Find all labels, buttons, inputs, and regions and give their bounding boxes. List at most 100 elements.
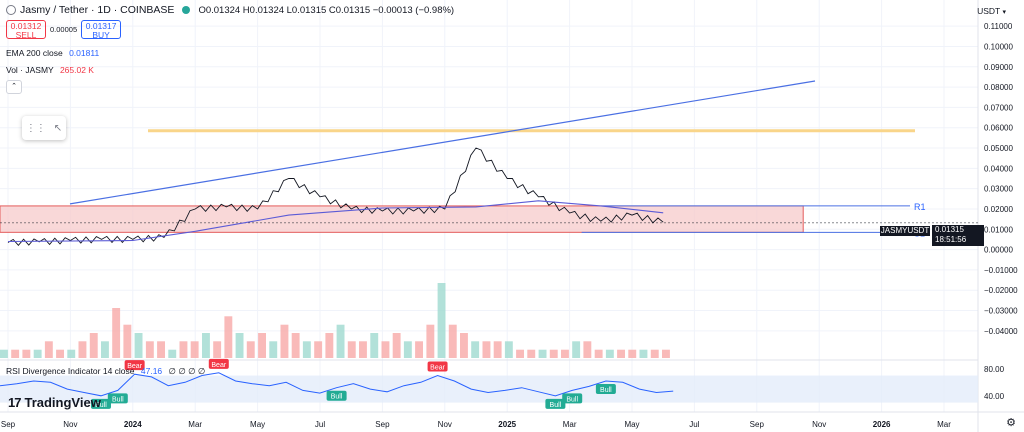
bull-divergence-label: Bull (566, 396, 578, 403)
volume-bar (44, 341, 53, 358)
x-tick-label: May (250, 420, 265, 429)
market-open-indicator-icon (182, 6, 191, 14)
y-tick-label: −0.04000 (984, 327, 1018, 336)
volume-bar (56, 349, 64, 358)
volume-bar (594, 349, 603, 358)
cursor-icon[interactable]: ↖ (53, 122, 63, 134)
bull-divergence-label: Bull (600, 387, 612, 394)
level-label-r1: R1 (914, 202, 926, 212)
x-tick-label: Mar (563, 420, 577, 429)
rsi-band (0, 375, 978, 403)
volume-bar (460, 333, 468, 358)
bull-divergence-tag (326, 390, 347, 401)
volume-bar (426, 324, 435, 358)
volume-bar (213, 341, 222, 358)
jasmy-logo-icon (6, 5, 16, 15)
bull-divergence-tag (545, 398, 566, 409)
y-tick-label: 0.01000 (984, 225, 1013, 234)
x-tick-label: Jul (315, 420, 325, 429)
x-tick-label: Mar (937, 420, 951, 429)
volume-bar (482, 341, 491, 358)
volume-bar (67, 349, 76, 358)
bear-divergence-tag (124, 360, 145, 371)
volume-bar (224, 316, 233, 358)
volume-bar (617, 349, 625, 358)
ema-legend[interactable]: EMA 200 close 0.01811 (6, 48, 99, 58)
volume-bar (314, 341, 323, 358)
volume-legend[interactable]: Vol · JASMY 265.02 K (6, 65, 94, 75)
volume-bar (448, 324, 457, 358)
y-tick-label: −0.03000 (984, 307, 1018, 316)
volume-bar (269, 341, 278, 358)
x-tick-label: Jul (689, 420, 699, 429)
volume-bar (291, 333, 300, 358)
volume-bar (325, 333, 334, 358)
bull-divergence-label: Bull (95, 402, 107, 409)
sell-price: 0.01312 (10, 21, 42, 31)
symbol-title[interactable]: Jasmy / Tether · 1D · COINBASE (20, 4, 175, 16)
chevron-down-icon: ▾ (1002, 9, 1006, 16)
y-tick-label: 0.09000 (984, 63, 1013, 72)
volume-bar (123, 324, 132, 358)
volume-bar (258, 333, 266, 358)
bull-divergence-label: Bull (550, 402, 562, 409)
volume-bar (561, 349, 569, 358)
volume-bar (370, 333, 379, 358)
volume-bar (89, 333, 98, 358)
volume-bar (392, 333, 401, 358)
y-tick-label: 0.03000 (984, 185, 1013, 194)
volume-bar (246, 341, 255, 358)
volume-bar (572, 341, 581, 358)
bull-divergence-label: Bull (112, 396, 124, 403)
volume-bar (538, 349, 547, 358)
volume-bar (493, 341, 502, 358)
volume-bar (639, 349, 648, 358)
gear-icon[interactable]: ⚙ (1006, 417, 1016, 429)
x-tick-label: 2025 (498, 420, 516, 429)
volume-bar (347, 341, 356, 358)
rsi-legend[interactable]: RSI Divergence Indicator 14 close 47.16 … (6, 366, 205, 377)
last-price-value: 0.01315 (935, 225, 964, 234)
ohlc-readout: O0.01324 H0.01324 L0.01315 C0.01315 −0.0… (198, 4, 455, 16)
volume-bar (157, 341, 165, 358)
bear-divergence-tag (208, 358, 229, 369)
bull-divergence-tag (107, 393, 128, 404)
bull-divergence-label: Bull (331, 394, 343, 401)
bear-divergence-label: Bear (211, 362, 226, 369)
trade-buttons: 0.01312 SELL 0.00005 0.01317 BUY (6, 20, 122, 40)
bear-divergence-label: Bear (430, 365, 445, 372)
sr-zone (0, 205, 804, 233)
tradingview-logo[interactable]: 17 TradingView (8, 395, 101, 410)
volume-bar (145, 341, 154, 358)
x-tick-label: Sep (750, 420, 765, 429)
y-tick-label: 0.04000 (984, 164, 1013, 173)
drawing-toolbar: ⋮⋮ ↖ (22, 116, 66, 140)
volume-label: Vol · JASMY (6, 65, 54, 75)
buy-price: 0.01317 (85, 21, 117, 31)
volume-bar (190, 341, 199, 358)
spread-value: 0.00005 (50, 25, 78, 34)
volume-bar (605, 349, 614, 358)
sell-button[interactable]: 0.01312 SELL (6, 20, 46, 40)
volume-bar (662, 349, 670, 358)
y-tick-label: 0.10000 (984, 42, 1013, 51)
volume-bar (650, 349, 659, 358)
x-tick-label: Sep (375, 420, 390, 429)
bar-countdown: 18:51:56 (935, 235, 967, 244)
volume-bar (504, 341, 513, 358)
buy-button[interactable]: 0.01317 BUY (81, 20, 122, 40)
volume-bar (101, 341, 109, 358)
volume-bar (168, 349, 177, 358)
collapse-legend-chevron-up-icon[interactable]: ⌃ (6, 80, 22, 94)
volume-bar (202, 333, 210, 358)
volume-bar (78, 341, 87, 358)
currency-selector[interactable]: USDT ▾ (977, 6, 1006, 16)
bull-divergence-tag (90, 398, 111, 409)
bull-divergence-tag (562, 393, 583, 404)
drag-handle-icon[interactable]: ⋮⋮ (25, 122, 46, 134)
y-tick-label: −0.02000 (984, 286, 1018, 295)
y-tick-label: 0.02000 (984, 205, 1013, 214)
ema200-line (7, 200, 664, 243)
y-tick-label: 0.00000 (984, 246, 1013, 255)
